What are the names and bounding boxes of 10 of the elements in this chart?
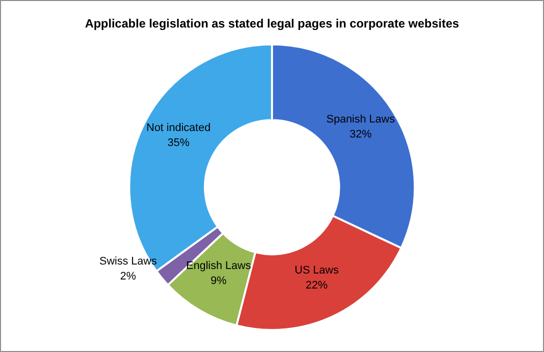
data-label: 9% [210, 275, 227, 288]
data-label: 22% [306, 280, 328, 292]
data-label: 35% [167, 137, 190, 150]
slice-label: US Laws [294, 264, 340, 277]
slice-label: English Laws [186, 260, 252, 272]
chart-title: Applicable legislation as stated legal pages in corporate websites [84, 16, 460, 31]
slice-label: Not indicated [146, 122, 211, 134]
data-label: 2% [120, 270, 136, 283]
slice-label: Spanish Laws [326, 113, 396, 126]
data-label: 32% [350, 128, 372, 140]
